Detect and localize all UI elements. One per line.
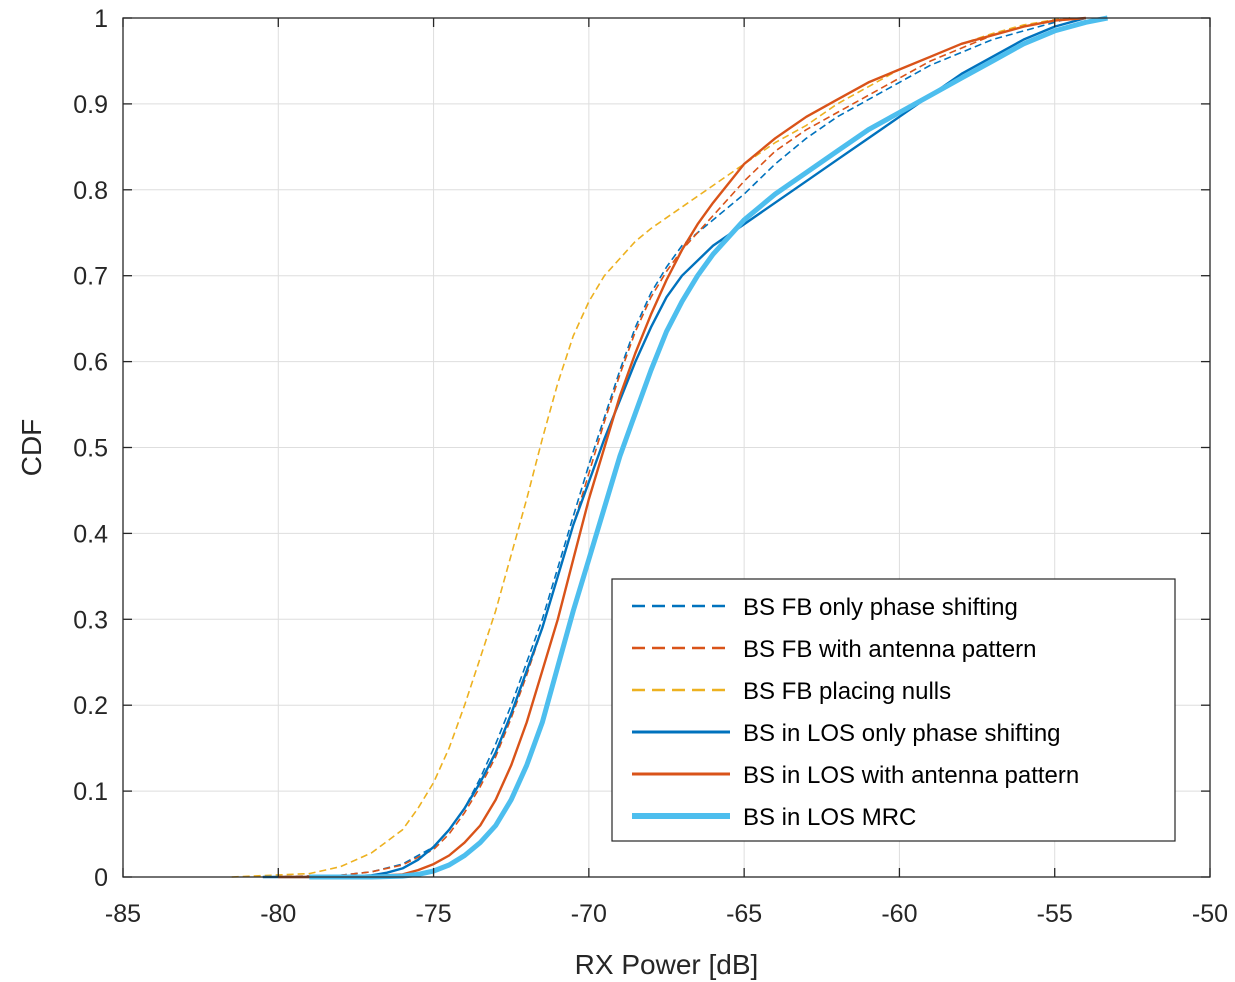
y-tick-label: 0.4	[73, 520, 108, 548]
y-tick-label: 0.1	[73, 778, 108, 806]
x-tick-label: -85	[105, 900, 141, 928]
y-tick-label: 0.6	[73, 349, 108, 377]
y-tick-label: 0.7	[73, 263, 108, 291]
x-tick-label: -55	[1037, 900, 1073, 928]
x-tick-label: -70	[571, 900, 607, 928]
legend-label: BS FB with antenna pattern	[743, 636, 1037, 663]
x-axis-title: RX Power [dB]	[575, 949, 759, 980]
legend-label: BS FB placing nulls	[743, 678, 951, 705]
legend-label: BS in LOS MRC	[743, 804, 916, 831]
series-line	[278, 16, 1086, 879]
y-tick-label: 0.5	[73, 435, 108, 463]
legend-label: BS in LOS only phase shifting	[743, 720, 1061, 747]
y-tick-label: 0	[94, 864, 108, 892]
x-tick-label: -60	[881, 900, 917, 928]
series-line	[309, 15, 1108, 880]
y-tick-label: 1	[94, 5, 108, 33]
y-tick-label: 0.3	[73, 606, 108, 634]
x-tick-label: -80	[260, 900, 296, 928]
y-tick-label: 0.9	[73, 91, 108, 119]
legend-label: BS in LOS with antenna pattern	[743, 762, 1079, 789]
axis-ticks: -85 -80 -75 -70 -65 -60 -55 -50 0 0.1 0.2 0.3 0.4 0.5…	[73, 5, 1228, 928]
y-tick-label: 0.2	[73, 692, 108, 720]
legend: BS FB only phase shifting BS FB with ante…	[611, 578, 1176, 842]
y-tick-label: 0.8	[73, 177, 108, 205]
series-lines	[231, 15, 1108, 880]
x-tick-label: -50	[1192, 900, 1228, 928]
series-line	[262, 17, 1071, 878]
legend-box	[611, 578, 1176, 842]
legend-label: BS FB only phase shifting	[743, 594, 1018, 621]
x-tick-label: -75	[416, 900, 452, 928]
grid	[123, 18, 1210, 877]
y-axis-title: CDF	[16, 419, 47, 477]
x-tick-label: -65	[726, 900, 762, 928]
